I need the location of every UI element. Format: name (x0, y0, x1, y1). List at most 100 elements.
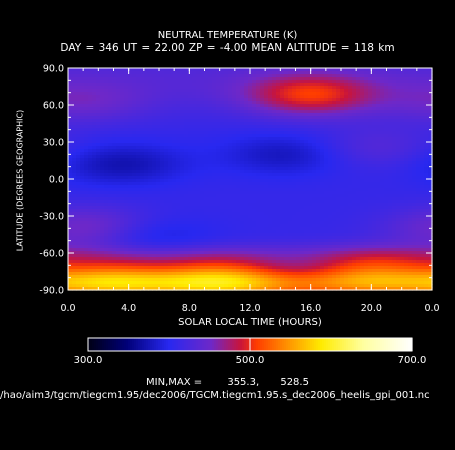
heatmap-cell (72, 143, 77, 147)
heatmap-cell (372, 212, 377, 216)
heatmap-cell (312, 119, 317, 123)
heatmap-cell (280, 71, 285, 75)
heatmap-cell (212, 176, 217, 180)
heatmap-cell (100, 92, 105, 96)
heatmap-cell (292, 77, 297, 81)
heatmap-cell (104, 230, 109, 234)
heatmap-cell (284, 170, 289, 174)
heatmap-cell (116, 68, 121, 72)
heatmap-cell (332, 131, 337, 135)
heatmap-cell (204, 218, 209, 222)
heatmap-cell (396, 140, 401, 144)
heatmap-cell (212, 98, 217, 102)
heatmap-cell (300, 116, 305, 120)
heatmap-cell (104, 137, 109, 141)
heatmap-cell (100, 107, 105, 111)
heatmap-cell (156, 185, 161, 189)
heatmap-cell (416, 182, 421, 186)
heatmap-cell (176, 209, 181, 213)
heatmap-cell (228, 74, 233, 78)
heatmap-cell (336, 197, 341, 201)
heatmap-cell (104, 128, 109, 132)
heatmap-cell (196, 224, 201, 228)
heatmap-cell (412, 191, 417, 195)
heatmap-cell (404, 191, 409, 195)
heatmap-cell (296, 131, 301, 135)
heatmap-cell (164, 113, 169, 117)
heatmap-cell (128, 158, 133, 162)
heatmap-cell (80, 125, 85, 129)
heatmap-cell (192, 131, 197, 135)
heatmap-cell (188, 221, 193, 225)
heatmap-cell (376, 146, 381, 150)
heatmap-cell (420, 89, 425, 93)
heatmap-cell (216, 119, 221, 123)
heatmap-cell (404, 215, 409, 219)
heatmap-cell (260, 221, 265, 225)
heatmap-cell (312, 77, 317, 81)
heatmap-cell (244, 149, 249, 153)
heatmap-cell (96, 116, 101, 120)
heatmap-cell (192, 98, 197, 102)
heatmap-cell (288, 164, 293, 168)
heatmap-cell (220, 227, 225, 231)
heatmap-cell (372, 119, 377, 123)
heatmap-cell (332, 74, 337, 78)
heatmap-cell (400, 173, 405, 177)
heatmap-cell (144, 218, 149, 222)
heatmap-cell (88, 131, 93, 135)
heatmap-cell (100, 95, 105, 99)
heatmap-cell (212, 155, 217, 159)
heatmap-cell (96, 206, 101, 210)
heatmap-cell (424, 71, 429, 75)
heatmap-cell (204, 98, 209, 102)
heatmap-cell (212, 158, 217, 162)
heatmap-cell (136, 137, 141, 141)
heatmap-cell (412, 218, 417, 222)
heatmap-cell (352, 149, 357, 153)
heatmap-cell (80, 173, 85, 177)
heatmap-cell (372, 191, 377, 195)
heatmap-cell (360, 116, 365, 120)
heatmap-cell (376, 167, 381, 171)
heatmap-cell (180, 143, 185, 147)
heatmap-cell (344, 197, 349, 201)
heatmap-cell (332, 224, 337, 228)
heatmap-cell (216, 230, 221, 234)
heatmap-cell (348, 143, 353, 147)
heatmap-cell (80, 206, 85, 210)
heatmap-cell (244, 86, 249, 90)
heatmap-cell (328, 80, 333, 84)
heatmap-cell (356, 212, 361, 216)
heatmap-cell (204, 197, 209, 201)
heatmap-cell (348, 74, 353, 78)
heatmap-cell (304, 191, 309, 195)
heatmap-cell (260, 125, 265, 129)
heatmap-cell (112, 101, 117, 105)
heatmap-cell (188, 110, 193, 114)
heatmap-cell (332, 116, 337, 120)
heatmap-cell (100, 101, 105, 105)
heatmap-cell (304, 209, 309, 213)
heatmap-cell (148, 158, 153, 162)
heatmap-cell (364, 110, 369, 114)
heatmap-cell (172, 119, 177, 123)
heatmap-cell (252, 68, 257, 72)
heatmap-cell (292, 83, 297, 87)
heatmap-cell (332, 107, 337, 111)
heatmap-cell (376, 215, 381, 219)
heatmap-cell (428, 155, 433, 159)
heatmap-cell (356, 215, 361, 219)
heatmap-cell (184, 182, 189, 186)
heatmap-cell (292, 146, 297, 150)
heatmap-cell (216, 98, 221, 102)
heatmap-cell (400, 185, 405, 189)
heatmap-cell (264, 140, 269, 144)
heatmap-cell (380, 140, 385, 144)
heatmap-cell (396, 182, 401, 186)
heatmap-cell (364, 224, 369, 228)
heatmap-cell (260, 194, 265, 198)
heatmap-cell (192, 80, 197, 84)
heatmap-cell (424, 170, 429, 174)
heatmap-cell (260, 167, 265, 171)
